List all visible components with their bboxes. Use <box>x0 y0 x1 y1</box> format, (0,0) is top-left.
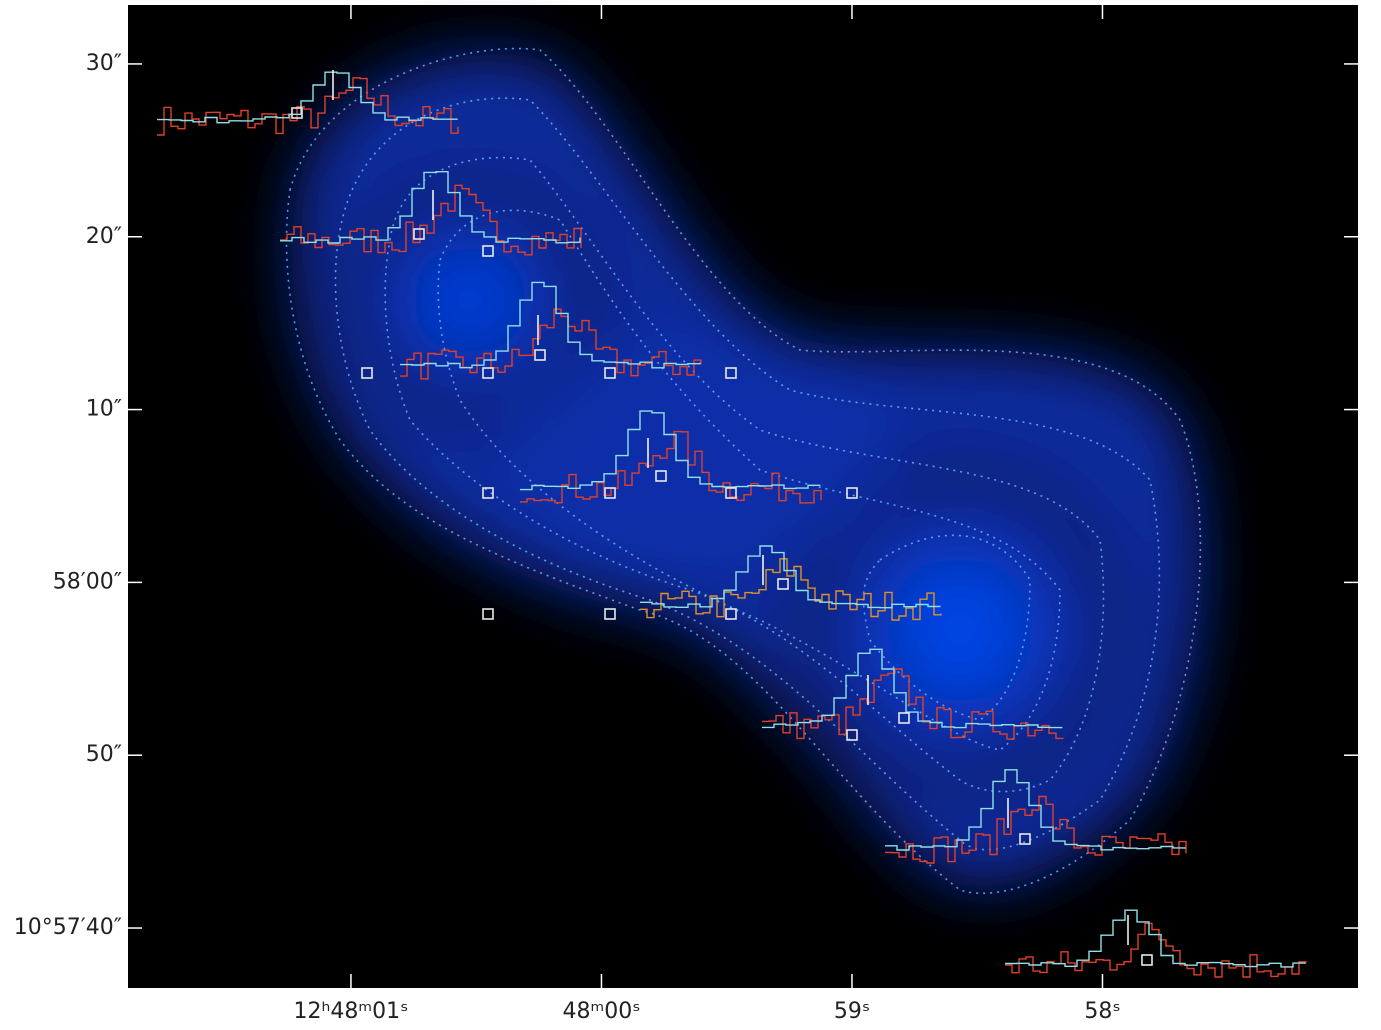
spectrum <box>520 430 822 504</box>
spectrum <box>400 281 701 369</box>
marker <box>846 729 858 741</box>
x-tick-label: 59ˢ <box>834 999 870 1024</box>
marker <box>846 487 858 499</box>
x-tick-label: 48ᵐ00ˢ <box>563 999 641 1024</box>
y-tick-label: 10°57′40″ <box>14 915 122 940</box>
emission-map <box>292 53 1204 888</box>
spectrum <box>520 410 821 491</box>
spectrum <box>885 795 1187 864</box>
marker <box>604 367 616 379</box>
position-markers <box>291 107 1153 966</box>
marker <box>898 712 910 724</box>
marker <box>482 245 494 257</box>
marker <box>413 228 425 240</box>
x-tick-label: 12ʰ48ᵐ01ˢ <box>294 999 409 1024</box>
marker <box>725 487 737 499</box>
marker <box>777 578 789 590</box>
spectrum <box>762 648 1063 729</box>
x-tick-label: 58ˢ <box>1084 999 1120 1024</box>
marker <box>604 608 616 620</box>
marker <box>725 367 737 379</box>
spectrum <box>280 184 582 256</box>
marker <box>1019 833 1031 845</box>
spectrum <box>762 668 1064 740</box>
marker <box>482 487 494 499</box>
marker <box>361 367 373 379</box>
spectrum <box>280 171 581 244</box>
contours <box>285 47 1202 895</box>
axes: 30″ 20″ 10″ 58′00″ 50″ 10°57′40″ 12ʰ48ᵐ01ˢ 48ᵐ0… <box>14 5 1358 1024</box>
spectrum <box>400 308 702 380</box>
spectra <box>157 70 1307 978</box>
marker <box>482 608 494 620</box>
marker <box>482 367 494 379</box>
marker <box>655 470 667 482</box>
y-tick-label: 30″ <box>86 51 122 76</box>
y-tick-label: 50″ <box>86 742 122 767</box>
spectrum <box>157 77 459 136</box>
marker <box>291 107 303 119</box>
spectrum <box>157 71 458 124</box>
spectrum <box>1005 909 1306 968</box>
marker <box>604 487 616 499</box>
marker <box>1141 954 1153 966</box>
spectrum <box>640 558 942 621</box>
spectrum <box>885 769 1186 851</box>
marker <box>725 608 737 620</box>
y-tick-label: 10″ <box>86 397 122 422</box>
y-tick-label: 20″ <box>86 224 122 249</box>
marker <box>534 349 546 361</box>
y-tick-label: 58′00″ <box>53 569 122 594</box>
spectrum <box>640 545 941 609</box>
